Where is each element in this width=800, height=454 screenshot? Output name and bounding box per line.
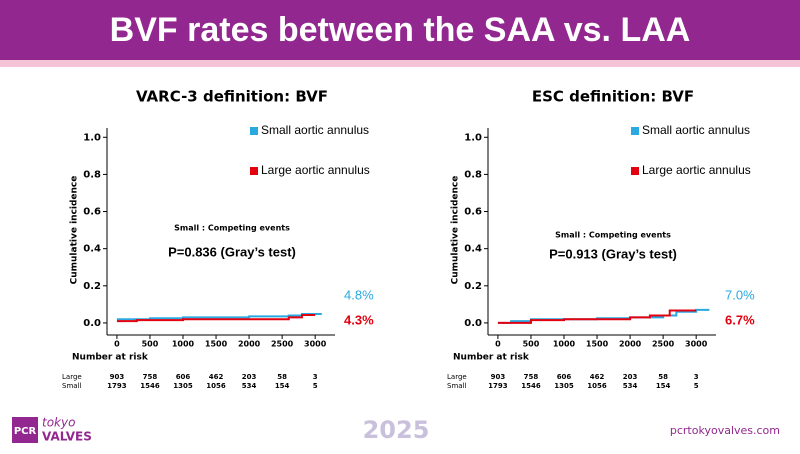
logo-bottom: VALVES bbox=[42, 430, 92, 444]
y-axis-label: Cumulative incidence bbox=[70, 176, 80, 285]
year: 2025 bbox=[363, 416, 430, 444]
risk-value: 3 bbox=[313, 373, 318, 381]
legend-swatch bbox=[250, 167, 258, 175]
y-tick-label: 0.6 bbox=[464, 207, 482, 218]
risk-value: 3 bbox=[694, 373, 699, 381]
annotation: Small : Competing events bbox=[174, 224, 290, 233]
risk-row-name: Large bbox=[62, 373, 82, 381]
y-tick-label: 0.0 bbox=[83, 318, 101, 329]
logo-top: tokyo bbox=[42, 416, 75, 430]
logo-box bbox=[12, 417, 38, 443]
legend-label: Large aortic annulus bbox=[261, 163, 370, 177]
end-label: 6.7% bbox=[725, 312, 755, 327]
risk-value: 203 bbox=[242, 373, 257, 381]
km-curve bbox=[497, 309, 697, 324]
chart-title: VARC-3 definition: BVF bbox=[136, 88, 328, 106]
risk-value: 5 bbox=[694, 382, 699, 390]
x-tick-label: 1000 bbox=[553, 340, 576, 349]
risk-value: 1305 bbox=[554, 382, 574, 390]
x-tick-label: 2000 bbox=[238, 340, 261, 349]
x-tick-label: 500 bbox=[523, 340, 540, 349]
risk-value: 903 bbox=[110, 373, 125, 381]
annotation: Small : Competing events bbox=[555, 231, 671, 240]
risk-value: 606 bbox=[557, 373, 572, 381]
risk-row-name: Small bbox=[447, 382, 466, 390]
y-tick-label: 0.2 bbox=[464, 281, 482, 292]
y-tick-label: 0.0 bbox=[464, 318, 482, 329]
risk-value: 534 bbox=[623, 382, 638, 390]
x-tick-label: 3000 bbox=[304, 340, 327, 349]
header-band bbox=[0, 0, 800, 60]
y-tick-label: 0.2 bbox=[83, 281, 101, 292]
risk-value: 1305 bbox=[173, 382, 193, 390]
annotation: P=0.836 (Gray’s test) bbox=[168, 244, 296, 259]
risk-row-name: Small bbox=[62, 382, 81, 390]
risk-value: 1056 bbox=[587, 382, 607, 390]
risk-row-name: Large bbox=[447, 373, 467, 381]
x-tick-label: 2500 bbox=[271, 340, 294, 349]
url: pcrtokyovalves.com bbox=[670, 424, 780, 437]
legend-label: Large aortic annulus bbox=[642, 163, 751, 177]
x-tick-label: 1500 bbox=[205, 340, 228, 349]
x-tick-label: 2500 bbox=[652, 340, 675, 349]
header-stripe bbox=[0, 60, 800, 67]
risk-title: Number at risk bbox=[453, 353, 530, 363]
end-label: 7.0% bbox=[725, 287, 755, 302]
slide-title: BVF rates between the SAA vs. LAA bbox=[110, 11, 691, 49]
x-tick-label: 2000 bbox=[619, 340, 642, 349]
risk-value: 462 bbox=[209, 373, 224, 381]
legend-swatch bbox=[250, 127, 258, 135]
risk-value: 1793 bbox=[488, 382, 508, 390]
y-tick-label: 1.0 bbox=[83, 132, 101, 143]
y-tick-label: 0.6 bbox=[83, 207, 101, 218]
x-tick-label: 1000 bbox=[172, 340, 195, 349]
km-curve bbox=[116, 313, 316, 323]
y-tick-label: 0.4 bbox=[464, 244, 482, 255]
risk-title: Number at risk bbox=[72, 353, 149, 363]
risk-value: 58 bbox=[658, 373, 668, 381]
risk-value: 203 bbox=[623, 373, 638, 381]
annotation: P=0.913 (Gray’s test) bbox=[549, 246, 677, 261]
x-tick-label: 0 bbox=[495, 340, 501, 349]
y-tick-label: 1.0 bbox=[464, 132, 482, 143]
x-tick-label: 0 bbox=[114, 340, 120, 349]
risk-value: 534 bbox=[242, 382, 257, 390]
risk-value: 758 bbox=[524, 373, 539, 381]
risk-value: 154 bbox=[656, 382, 671, 390]
risk-value: 606 bbox=[176, 373, 191, 381]
risk-value: 462 bbox=[590, 373, 605, 381]
risk-value: 58 bbox=[277, 373, 287, 381]
legend-swatch bbox=[631, 167, 639, 175]
risk-value: 1546 bbox=[140, 382, 160, 390]
y-tick-label: 0.8 bbox=[464, 169, 482, 180]
km-curve bbox=[497, 308, 710, 324]
legend-label: Small aortic annulus bbox=[261, 123, 369, 137]
chart-title: ESC definition: BVF bbox=[532, 88, 694, 106]
x-tick-label: 500 bbox=[142, 340, 159, 349]
legend-label: Small aortic annulus bbox=[642, 123, 750, 137]
risk-value: 1546 bbox=[521, 382, 541, 390]
logo-mark: PCR bbox=[14, 426, 37, 437]
risk-value: 758 bbox=[143, 373, 158, 381]
risk-value: 1056 bbox=[206, 382, 226, 390]
end-label: 4.3% bbox=[344, 312, 374, 327]
y-tick-label: 0.8 bbox=[83, 169, 101, 180]
end-label: 4.8% bbox=[344, 287, 374, 302]
risk-value: 903 bbox=[491, 373, 506, 381]
risk-value: 1793 bbox=[107, 382, 127, 390]
y-axis-label: Cumulative incidence bbox=[451, 176, 461, 285]
x-tick-label: 3000 bbox=[685, 340, 708, 349]
y-tick-label: 0.4 bbox=[83, 244, 101, 255]
legend-swatch bbox=[631, 127, 639, 135]
risk-value: 154 bbox=[275, 382, 290, 390]
x-tick-label: 1500 bbox=[586, 340, 609, 349]
risk-value: 5 bbox=[313, 382, 318, 390]
